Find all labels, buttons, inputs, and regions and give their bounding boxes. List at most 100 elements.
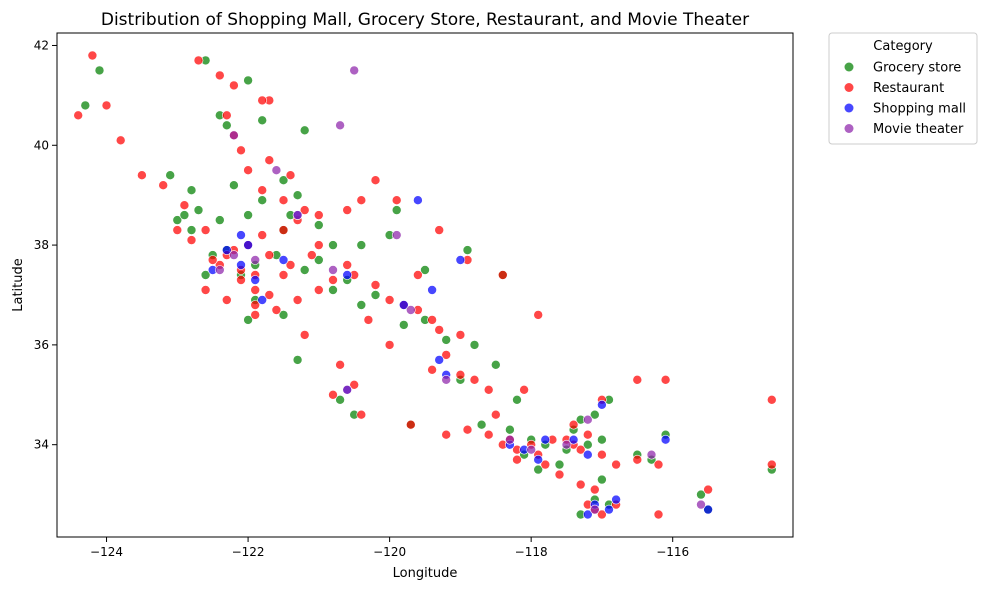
point-restaurant	[200, 225, 211, 235]
point-restaurant	[101, 100, 112, 111]
point-restaurant	[582, 429, 593, 440]
point-restaurant	[540, 459, 551, 470]
point-restaurant	[313, 240, 324, 250]
x-tick-label: −124	[90, 545, 123, 559]
point-grocery-store	[172, 215, 183, 225]
point-grocery-store	[278, 175, 289, 185]
point-grocery-store	[80, 100, 91, 111]
point-restaurant	[299, 330, 310, 340]
legend-frame	[828, 32, 978, 145]
point-grocery-store	[299, 125, 310, 136]
x-axis-label: Longitude	[393, 566, 458, 581]
point-movie-theater	[561, 439, 572, 450]
point-shopping-mall	[604, 504, 614, 515]
point-restaurant	[575, 444, 586, 455]
legend-marker	[844, 103, 854, 113]
point-restaurant	[264, 250, 275, 260]
point-shopping-mall	[660, 434, 671, 445]
point-restaurant	[200, 285, 211, 295]
point-restaurant	[87, 50, 98, 61]
point-grocery-store	[398, 320, 409, 330]
point-restaurant	[653, 459, 664, 470]
point-restaurant	[766, 459, 777, 470]
point-restaurant	[455, 369, 466, 380]
point-grocery-store	[462, 245, 473, 255]
point-movie-theater	[526, 444, 537, 455]
point-restaurant	[306, 250, 317, 260]
legend-marker	[844, 83, 854, 92]
chart-title: Distribution of Shopping Mall, Grocery S…	[101, 10, 749, 30]
legend-title: Category	[873, 39, 933, 54]
point-movie-theater	[229, 130, 239, 141]
point-restaurant	[575, 479, 586, 490]
legend-marker	[844, 62, 854, 72]
point-movie-theater	[589, 504, 600, 515]
point-restaurant	[158, 180, 168, 190]
point-restaurant	[229, 80, 239, 91]
point-restaurant	[533, 310, 544, 320]
points-layer	[73, 50, 777, 520]
point-shopping-mall	[236, 260, 246, 270]
point-movie-theater	[582, 414, 593, 425]
legend-label: Shopping mall	[873, 102, 966, 117]
point-restaurant	[342, 205, 353, 215]
point-grocery-store	[243, 75, 253, 86]
y-tick-label: 36	[34, 338, 49, 352]
point-restaurant	[236, 275, 246, 285]
point-restaurant	[413, 270, 423, 280]
point-grocery-store	[243, 210, 253, 220]
point-restaurant	[554, 469, 565, 480]
point-restaurant	[490, 409, 501, 420]
point-grocery-store	[165, 170, 175, 180]
point-restaurant	[497, 270, 508, 280]
point-restaurant	[271, 305, 282, 315]
point-grocery-store	[292, 190, 303, 200]
point-shopping-mall	[413, 195, 423, 205]
point-restaurant	[434, 325, 445, 335]
x-tick-label: −122	[232, 545, 265, 559]
point-shopping-mall	[398, 300, 409, 310]
point-grocery-store	[94, 65, 105, 76]
point-restaurant	[356, 195, 367, 205]
point-restaurant	[250, 300, 260, 310]
point-restaurant	[250, 285, 260, 295]
point-restaurant	[455, 330, 466, 340]
point-restaurant	[589, 484, 600, 495]
point-restaurant	[568, 419, 579, 430]
point-restaurant	[363, 315, 374, 325]
point-shopping-mall	[243, 240, 253, 250]
y-axis-label: Latitude	[11, 258, 26, 312]
point-shopping-mall	[236, 230, 246, 240]
point-restaurant	[349, 379, 360, 390]
point-movie-theater	[271, 165, 282, 175]
point-restaurant	[519, 384, 529, 395]
point-grocery-store	[505, 424, 515, 435]
point-grocery-store	[328, 285, 338, 295]
point-shopping-mall	[582, 449, 593, 460]
point-grocery-store	[469, 340, 480, 350]
y-tick-label: 34	[34, 438, 49, 452]
point-restaurant	[257, 230, 268, 240]
point-restaurant	[264, 155, 275, 165]
point-grocery-store	[179, 210, 190, 220]
point-grocery-store	[356, 300, 367, 310]
point-restaurant	[441, 429, 452, 440]
point-restaurant	[356, 409, 367, 420]
point-movie-theater	[349, 65, 360, 76]
point-restaurant	[370, 280, 381, 290]
point-restaurant	[207, 255, 218, 265]
point-grocery-store	[215, 215, 225, 225]
x-tick-label: −118	[515, 545, 548, 559]
y-axis: 34 36 38 40 42	[34, 38, 57, 452]
point-restaurant	[384, 295, 395, 305]
point-restaurant	[405, 419, 416, 430]
point-movie-theater	[696, 499, 706, 510]
point-restaurant	[660, 374, 671, 385]
point-restaurant	[186, 235, 197, 245]
y-tick-label: 38	[34, 238, 49, 252]
point-restaurant	[222, 110, 232, 121]
point-restaurant	[285, 170, 296, 180]
point-shopping-mall	[533, 454, 544, 465]
point-shopping-mall	[278, 255, 289, 265]
